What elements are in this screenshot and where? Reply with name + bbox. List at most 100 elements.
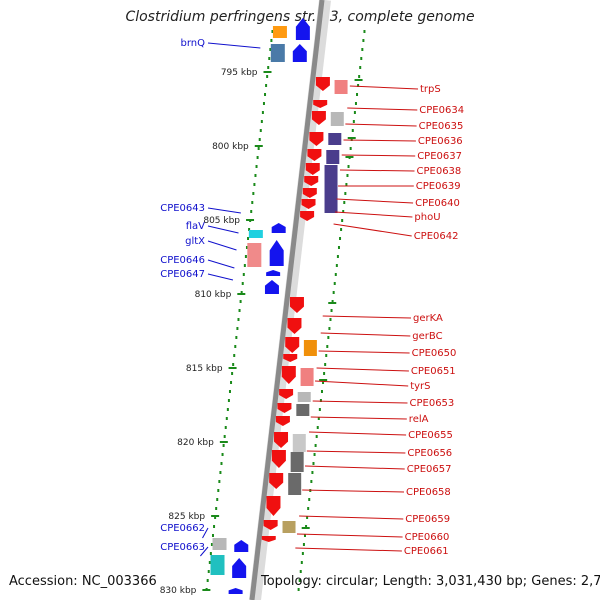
- feature-block: [248, 230, 263, 238]
- reverse-gene-arrow: [261, 536, 276, 542]
- reverse-gene-arrow: [269, 473, 284, 489]
- reverse-gene-arrow: [305, 163, 320, 175]
- gene-labels: brnQ CPE0643 flaV gltX CPE0646 CPE0647 CPE0662…: [160, 38, 464, 557]
- ruler-minor-tick: [247, 237, 250, 240]
- label-leader-line: [299, 515, 404, 520]
- ruler-minor-tick: [340, 228, 343, 231]
- reverse-gene-arrow: [281, 366, 296, 384]
- ruler-minor-tick: [256, 156, 259, 159]
- ruler-minor-tick: [217, 489, 220, 492]
- forward-gene-arrow: [271, 223, 286, 233]
- reverse-gene-label: CPE0661: [404, 546, 449, 557]
- ruler-minor-tick: [213, 525, 216, 528]
- ruler-minor-tick: [245, 246, 248, 249]
- label-leader-line: [312, 400, 408, 404]
- label-leader-line: [339, 169, 415, 172]
- feature-block: [292, 434, 306, 452]
- label-leader-line: [202, 527, 209, 539]
- label-leader-line: [296, 533, 403, 538]
- forward-gene-label: brnQ: [181, 38, 206, 49]
- reverse-gene-arrow: [309, 132, 324, 146]
- ruler-minor-tick: [358, 75, 361, 78]
- ruler-tick-label: 805 kbp: [203, 216, 240, 226]
- reverse-gene-arrow: [274, 432, 289, 448]
- ruler-tick-label: 800 kbp: [212, 142, 249, 152]
- ruler-minor-tick: [354, 102, 357, 105]
- reverse-gene-label: CPE0651: [411, 366, 456, 377]
- label-leader-line: [315, 380, 409, 387]
- ruler-minor-tick: [315, 435, 318, 438]
- reverse-gene-arrow: [287, 318, 302, 334]
- ruler-minor-tick: [308, 498, 311, 501]
- ruler-minor-tick: [341, 219, 344, 222]
- feature-block: [303, 340, 317, 356]
- ruler-minor-tick: [343, 201, 346, 204]
- ruler-minor-tick: [311, 471, 314, 474]
- reverse-gene-arrow: [302, 188, 317, 198]
- ruler-minor-tick: [232, 363, 235, 366]
- feature-block: [288, 473, 302, 495]
- ruler-minor-tick: [329, 318, 332, 321]
- forward-gene-arrow: [266, 270, 281, 276]
- ruler-minor-tick: [323, 372, 326, 375]
- feature-block: [212, 538, 227, 550]
- ruler-minor-tick: [361, 48, 364, 51]
- ruler-minor-tick: [342, 210, 345, 213]
- forward-gene-label: CPE0646: [160, 255, 205, 266]
- ruler-minor-tick: [322, 381, 325, 384]
- reverse-gene-arrow: [313, 100, 328, 108]
- ruler-minor-tick: [303, 534, 306, 537]
- ruler-minor-tick: [301, 552, 304, 555]
- ruler-minor-tick: [237, 318, 240, 321]
- ruler-minor-tick: [271, 30, 274, 33]
- ruler-minor-tick: [228, 390, 231, 393]
- ruler-minor-tick: [253, 183, 256, 186]
- ruler-minor-tick: [260, 120, 263, 123]
- ruler-minor-tick: [241, 282, 244, 285]
- reverse-gene-arrow: [311, 111, 326, 125]
- reverse-gene-arrow: [283, 354, 298, 362]
- ruler-ticks: 795 kbp 800 kbp 805 kbp 810 kbp 815 kbp 820 k…: [160, 30, 366, 596]
- reverse-gene-label: phoU: [414, 212, 440, 223]
- label-leader-line: [207, 273, 234, 281]
- label-leader-line: [306, 450, 406, 454]
- reverse-gene-arrow: [307, 149, 322, 161]
- ruler-minor-tick: [318, 408, 321, 411]
- reverse-gene-arrow: [315, 77, 330, 91]
- ruler-minor-tick: [258, 138, 261, 141]
- ruler-minor-tick: [297, 588, 300, 591]
- forward-gene-arrow: [269, 240, 284, 266]
- ruler-minor-tick: [305, 525, 308, 528]
- reverse-gene-label: CPE0655: [408, 430, 453, 441]
- reverse-gene-arrow: [275, 416, 290, 426]
- label-leader-line: [207, 259, 235, 269]
- label-leader-line: [349, 85, 419, 90]
- reverse-gene-label: CPE0637: [417, 151, 462, 162]
- label-leader-line: [304, 465, 405, 470]
- ruler-minor-tick: [339, 237, 342, 240]
- ruler-tick-label: 815 kbp: [186, 364, 223, 374]
- ruler-minor-tick: [251, 201, 254, 204]
- label-leader-line: [302, 489, 405, 493]
- ruler-minor-tick: [345, 183, 348, 186]
- ruler-minor-tick: [242, 273, 245, 276]
- ruler-minor-tick: [244, 255, 247, 258]
- label-leader-line: [207, 42, 261, 49]
- ruler-minor-tick: [264, 93, 267, 96]
- ruler-minor-tick: [259, 129, 262, 132]
- forward-gene-arrow: [234, 540, 249, 552]
- ruler-minor-tick: [332, 291, 335, 294]
- ruler-minor-tick: [360, 57, 363, 60]
- ruler-minor-tick: [314, 444, 317, 447]
- forward-gene-label: CPE0643: [160, 203, 205, 214]
- ruler-minor-tick: [235, 336, 238, 339]
- ruler-minor-tick: [219, 471, 222, 474]
- ruler-minor-tick: [231, 372, 234, 375]
- ruler-minor-tick: [249, 219, 252, 222]
- forward-gene-label: gltX: [185, 236, 205, 247]
- genome-backbone: [249, 0, 331, 600]
- ruler-minor-tick: [211, 534, 214, 537]
- ruler-minor-tick: [317, 417, 320, 420]
- ruler-minor-tick: [255, 165, 258, 168]
